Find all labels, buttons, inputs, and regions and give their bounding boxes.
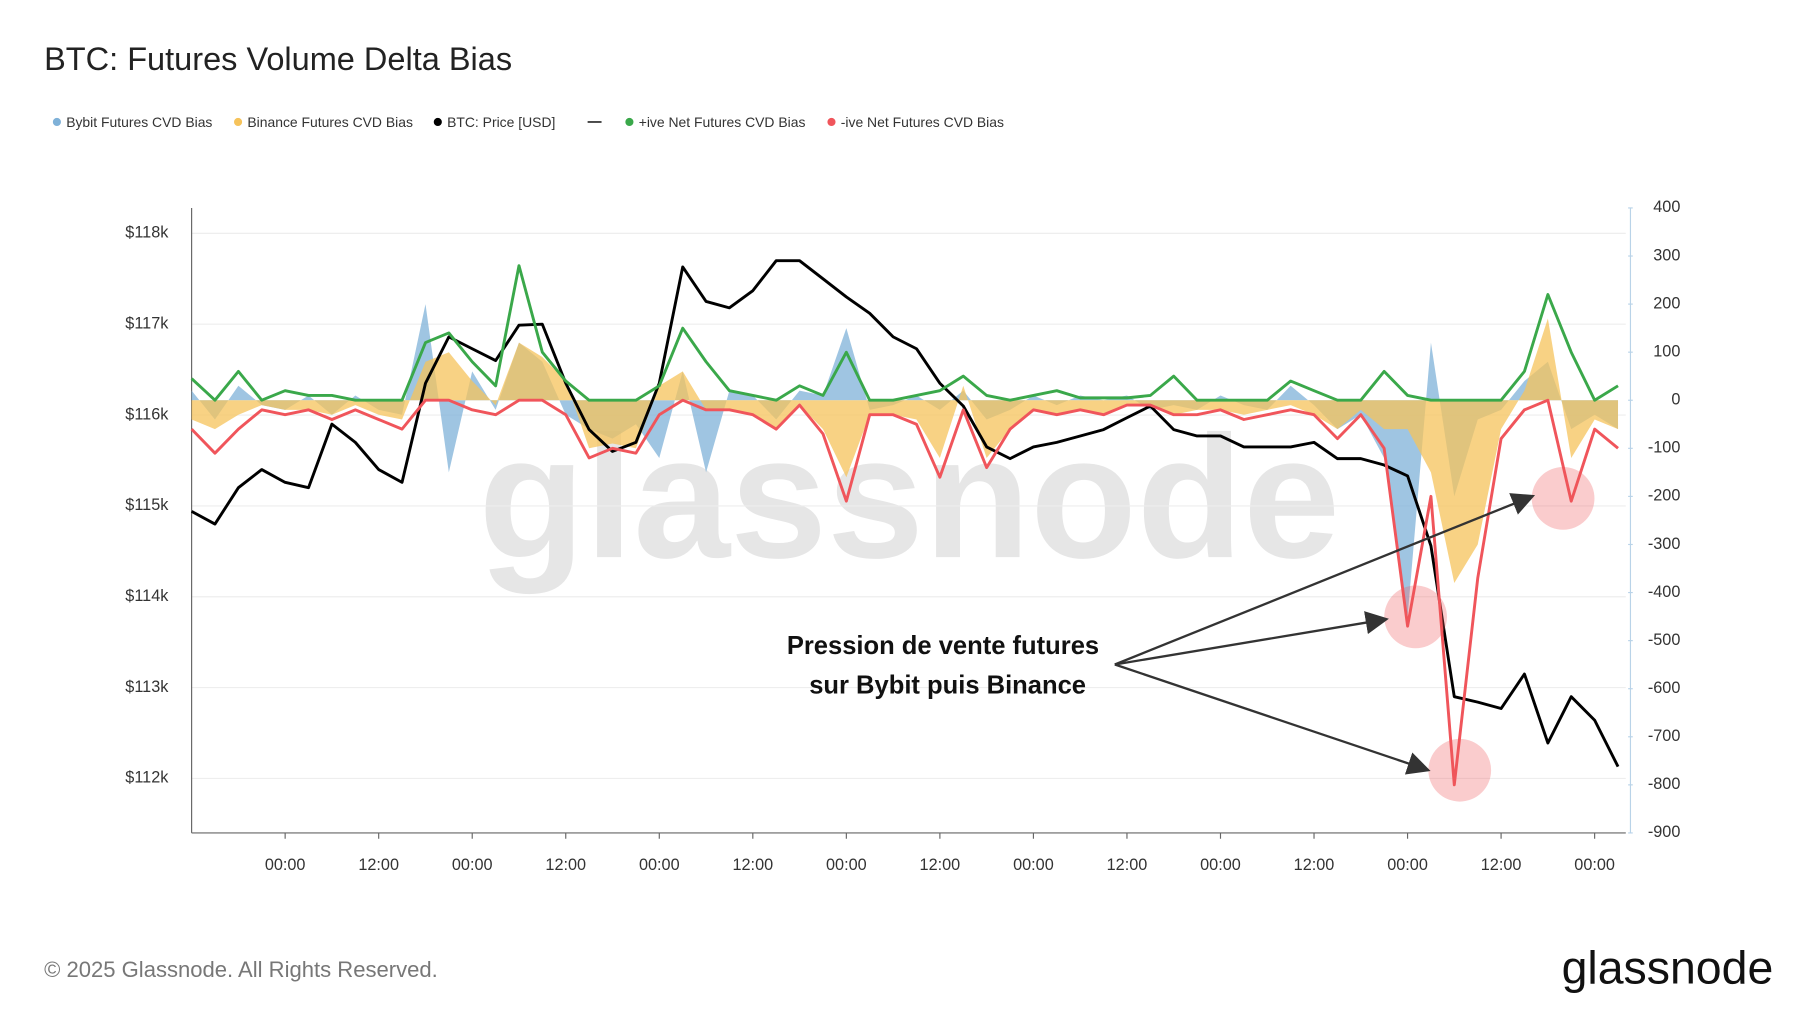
x-tick-label: 00:00 [265, 856, 306, 874]
arrow [1114, 493, 1536, 666]
annotation: Pression de vente futures [787, 632, 1099, 660]
legend-marker [52, 117, 61, 127]
x-tick-label: 00:00 [452, 856, 493, 874]
y-tick-label: $115k [125, 496, 169, 514]
x-tick-label: 12:00 [1294, 856, 1335, 874]
legend-marker [234, 117, 243, 127]
y-tick-label: $118k [125, 224, 169, 242]
y2-tick-label: -900 [1648, 823, 1681, 841]
legend-marker [827, 117, 836, 127]
x-tick-label: 00:00 [639, 856, 680, 874]
highlight-circle [1428, 738, 1492, 802]
area [191, 318, 1619, 583]
legend-label: +ive Net Futures CVD Bias [639, 114, 806, 130]
chart-title: BTC: Futures Volume Delta Bias [44, 41, 512, 77]
y2-tick-label: 300 [1653, 246, 1680, 264]
y2-tick-label: -400 [1648, 583, 1681, 601]
x-tick-label: 12:00 [732, 856, 773, 874]
y2-tick-label: 100 [1653, 342, 1680, 360]
copyright: © 2025 Glassnode. All Rights Reserved. [44, 957, 438, 982]
highlight-circle [1384, 585, 1447, 649]
y-tick-label: $114k [125, 587, 169, 605]
x-tick-label: 00:00 [1200, 856, 1241, 874]
x-tick-label: 12:00 [920, 856, 961, 874]
y-tick-label: $116k [125, 405, 169, 423]
line [190, 264, 1619, 402]
y-tick-label: $117k [125, 315, 169, 333]
arrow [1114, 611, 1389, 666]
legend-label: BTC: Price [USD] [447, 114, 555, 130]
x-tick-label: 00:00 [1013, 856, 1054, 874]
legend-marker [433, 117, 442, 127]
y-tick-label: $113k [125, 678, 169, 696]
y2-tick-label: -700 [1648, 727, 1681, 745]
y-tick-label: $112k [125, 769, 169, 787]
arrow [1114, 663, 1431, 775]
y2-tick-label: -300 [1648, 535, 1681, 553]
y2-tick-label: 0 [1671, 391, 1680, 409]
legend-label: -ive Net Futures CVD Bias [841, 114, 1004, 130]
y2-tick-label: 400 [1653, 198, 1680, 216]
y2-tick-label: -200 [1648, 487, 1681, 505]
y2-tick-label: -800 [1648, 775, 1681, 793]
y2-tick-label: -100 [1648, 439, 1681, 457]
x-tick-label: 12:00 [358, 856, 399, 874]
line [190, 259, 1620, 768]
annotation-shapes [1114, 467, 1595, 802]
highlight-circle [1531, 467, 1595, 530]
x-tick-label: 12:00 [1481, 856, 1522, 874]
logo: glassnode [1562, 941, 1774, 993]
y2-tick-label: -600 [1648, 679, 1681, 697]
x-tick-label: 12:00 [545, 856, 586, 874]
legend-marker [625, 117, 634, 127]
x-tick-label: 00:00 [1387, 856, 1428, 874]
annotation: sur Bybit puis Binance [809, 671, 1086, 699]
x-tick-label: 00:00 [1574, 856, 1615, 874]
y2-tick-label: 200 [1653, 294, 1680, 312]
line [190, 398, 1619, 787]
legend-label: Binance Futures CVD Bias [247, 114, 413, 130]
x-tick-label: 12:00 [1107, 856, 1148, 874]
y2-tick-label: -500 [1648, 631, 1681, 649]
legend-label: Bybit Futures CVD Bias [66, 114, 212, 130]
x-tick-label: 00:00 [826, 856, 867, 874]
